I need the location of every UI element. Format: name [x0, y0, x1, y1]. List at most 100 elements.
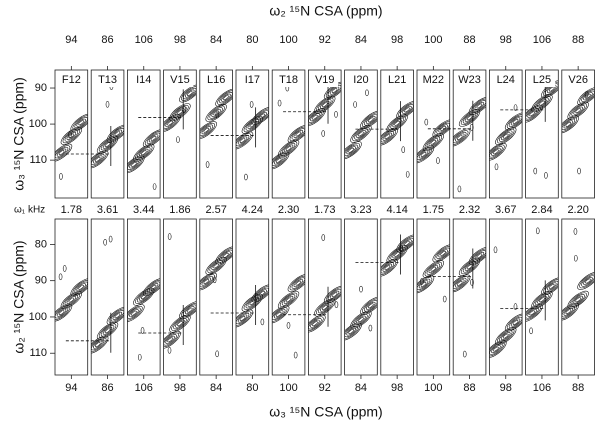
contour — [579, 273, 595, 289]
omega1-value: 3.61 — [97, 204, 118, 216]
contour — [283, 295, 294, 304]
strip-contours — [525, 227, 559, 335]
contour — [102, 140, 113, 149]
residue-label: V19 — [315, 74, 335, 86]
contour — [205, 104, 227, 122]
strip-frame — [235, 69, 270, 199]
strip-contours — [127, 278, 161, 361]
strip-contours — [272, 84, 305, 170]
contour — [529, 327, 533, 335]
contour — [382, 132, 393, 141]
contour — [329, 86, 340, 95]
contour — [236, 309, 254, 328]
contour — [58, 310, 65, 316]
contour — [236, 311, 252, 326]
contour — [390, 117, 404, 129]
contour — [92, 340, 103, 349]
top-axis-title: ω₂ ¹⁵N CSA (ppm) — [269, 3, 382, 19]
x-tick-label: 100 — [279, 34, 297, 46]
bottom-axis-title: ω₃ ¹⁵N CSA (ppm) — [269, 404, 382, 420]
contour — [512, 119, 519, 124]
contour — [133, 143, 155, 162]
contour — [163, 330, 181, 349]
contour — [108, 308, 124, 324]
residue-label: I17 — [245, 74, 260, 86]
contour — [424, 118, 429, 126]
contour — [175, 319, 185, 328]
x-tick-label: 92 — [319, 382, 331, 394]
strip-contours — [308, 234, 342, 333]
x-tick-label: 86 — [101, 382, 113, 394]
strip-contours — [199, 88, 233, 168]
contour — [510, 318, 521, 327]
contour — [135, 145, 153, 161]
contour — [254, 293, 259, 301]
contour — [474, 101, 485, 110]
contour — [321, 234, 326, 241]
contour — [585, 93, 591, 99]
contour — [453, 130, 469, 145]
contour — [104, 142, 111, 148]
contour — [94, 157, 101, 162]
contour — [533, 95, 551, 111]
contour — [585, 278, 591, 284]
contour — [513, 104, 518, 111]
strip-frame — [344, 218, 378, 376]
residue-label: V26 — [568, 74, 588, 86]
strip-contours — [380, 234, 414, 277]
residue-label: L16 — [207, 74, 225, 86]
contour — [114, 131, 121, 137]
contour — [491, 345, 501, 354]
contour — [217, 248, 233, 263]
contour — [72, 280, 88, 295]
contour — [251, 107, 269, 125]
contour — [362, 298, 378, 314]
omega1-value: 1.75 — [423, 204, 444, 216]
contour — [167, 347, 172, 354]
contour — [103, 238, 107, 246]
contour — [135, 289, 153, 305]
contour — [491, 147, 501, 156]
contour — [573, 106, 583, 115]
contour — [179, 84, 197, 103]
contour — [499, 130, 513, 142]
contour — [281, 142, 296, 155]
contour — [272, 305, 290, 324]
contour — [527, 308, 537, 317]
strip-frame — [452, 218, 487, 376]
contour — [185, 89, 195, 98]
contour — [152, 183, 157, 190]
omega1-label: ω₁ kHz — [14, 205, 45, 216]
contour — [476, 103, 483, 109]
y-tick-label: 100 — [29, 311, 47, 323]
contour — [382, 263, 393, 272]
contour — [275, 158, 282, 163]
contour — [548, 86, 555, 92]
contour — [217, 90, 233, 105]
contour — [70, 113, 88, 132]
contour — [62, 292, 81, 308]
omega1-value: 1.73 — [314, 204, 335, 216]
x-tick-label: 94 — [65, 382, 77, 394]
contour — [321, 102, 328, 108]
contour — [281, 294, 296, 306]
strip-contours — [561, 228, 595, 321]
contour — [140, 294, 147, 300]
x-tick-label: 98 — [500, 382, 512, 394]
strip-frame — [488, 69, 523, 199]
strip-contours — [561, 87, 595, 175]
contour — [201, 126, 212, 135]
residue-bg — [58, 73, 85, 87]
strip-contours — [344, 89, 378, 160]
contour — [55, 143, 73, 162]
contour — [539, 100, 545, 106]
contour — [360, 110, 378, 129]
contour — [66, 296, 77, 305]
omega1-value: 2.84 — [531, 204, 552, 216]
contour — [354, 313, 368, 326]
contour — [579, 88, 595, 104]
contour — [468, 247, 486, 265]
contour — [584, 91, 589, 98]
contour — [173, 106, 187, 118]
contour — [563, 120, 574, 129]
